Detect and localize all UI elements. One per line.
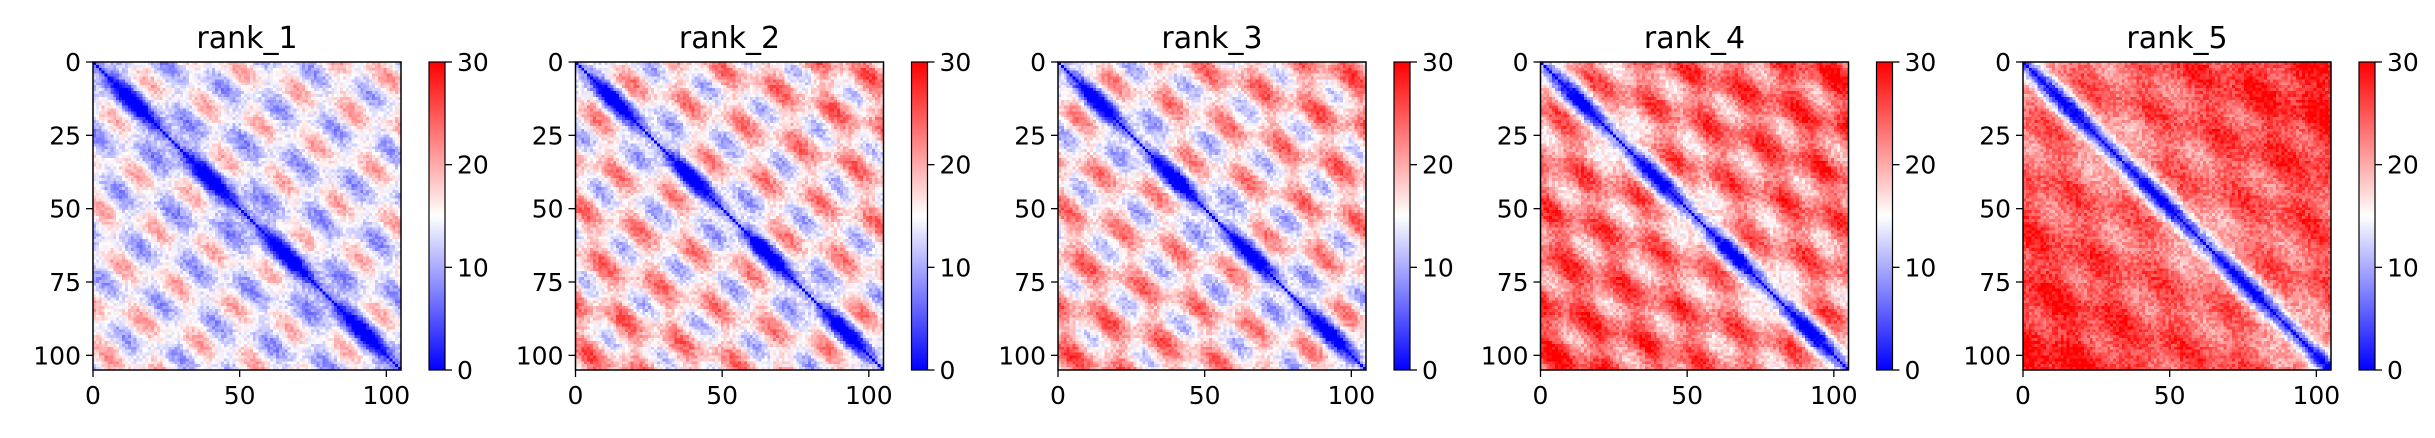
colorbar-tick-label: 20 [457,151,489,180]
x-tick-label: 100 [2292,381,2340,410]
x-tick-label: 50 [706,381,738,410]
y-tick-label: 0 [1030,48,1046,77]
colorbar-tick-label: 0 [940,356,956,385]
colorbar-tick-label: 30 [940,48,972,77]
heatmap-frame [1539,61,1850,371]
heatmap-image [575,62,884,370]
colorbar-tick-label: 30 [457,48,489,77]
heatmap-image [93,62,401,370]
colorbar-tick-label: 20 [1422,151,1454,180]
x-tick-label: 50 [1671,381,1703,410]
y-tick-label: 0 [548,48,564,77]
heatmap-frame [2022,61,2332,371]
heatmap-frame [1057,61,1367,371]
x-tick-label: 0 [85,381,101,410]
y-tick-label: 75 [532,268,564,297]
heatmap-frame [92,61,402,371]
colorbar [910,61,929,371]
colorbar-tick-label: 0 [1422,356,1438,385]
y-tick-label: 0 [1995,48,2011,77]
colorbar-tick-label: 20 [2387,151,2419,180]
y-tick-label: 75 [49,268,81,297]
colorbar-tick-label: 20 [1905,151,1937,180]
heatmap-image [2023,62,2331,370]
y-tick-label: 25 [49,121,81,150]
colorbar-tick-label: 0 [457,356,473,385]
y-tick-label: 25 [1497,121,1529,150]
panel-title: rank_4 [1644,21,1745,56]
x-tick-label: 0 [1533,381,1549,410]
colorbar-tick-label: 0 [2387,356,2403,385]
y-tick-label: 50 [49,195,81,224]
colorbar-tick-label: 10 [1905,253,1937,282]
colorbar-tick-label: 0 [1905,356,1921,385]
colorbar-tick-label: 10 [457,253,489,282]
y-tick-label: 100 [516,341,564,370]
colorbar-tick-label: 10 [940,253,972,282]
panel-title: rank_5 [2126,21,2227,56]
y-tick-label: 0 [1513,48,1529,77]
y-tick-label: 75 [1014,268,1046,297]
y-tick-label: 75 [1497,268,1529,297]
y-tick-label: 100 [33,341,81,370]
y-tick-label: 100 [1481,341,1529,370]
y-tick-label: 50 [1979,195,2011,224]
colorbar-tick-label: 30 [2387,48,2419,77]
y-tick-label: 25 [1014,121,1046,150]
colorbar [428,61,446,371]
y-tick-label: 25 [1979,121,2011,150]
x-tick-label: 0 [1050,381,1066,410]
y-tick-label: 25 [532,121,564,150]
x-tick-label: 50 [2154,381,2186,410]
colorbar [1393,61,1411,371]
y-tick-label: 50 [1497,195,1529,224]
y-tick-label: 75 [1979,268,2011,297]
colorbar [1875,61,1894,371]
x-tick-label: 0 [2015,381,2031,410]
colorbar-tick-label: 30 [1422,48,1454,77]
x-tick-label: 100 [845,381,893,410]
y-tick-label: 100 [998,341,1046,370]
colorbar-tick-label: 10 [2387,253,2419,282]
colorbar-tick-label: 20 [940,151,972,180]
panel-title: rank_3 [1161,21,1262,56]
x-tick-label: 0 [568,381,584,410]
x-tick-label: 50 [1189,381,1221,410]
heatmap-frame [574,61,885,371]
y-tick-label: 50 [1014,195,1046,224]
x-tick-label: 100 [1810,381,1858,410]
heatmap-image [1540,62,1849,370]
panel-title: rank_2 [679,21,780,56]
x-tick-label: 100 [362,381,410,410]
x-tick-label: 100 [1327,381,1375,410]
y-tick-label: 0 [65,48,81,77]
y-tick-label: 100 [1963,341,2011,370]
panel-title: rank_1 [196,21,297,56]
y-tick-label: 50 [532,195,564,224]
colorbar-tick-label: 30 [1905,48,1937,77]
heatmap-image [1058,62,1366,370]
colorbar-tick-label: 10 [1422,253,1454,282]
colorbar [2358,61,2376,371]
x-tick-label: 50 [224,381,256,410]
